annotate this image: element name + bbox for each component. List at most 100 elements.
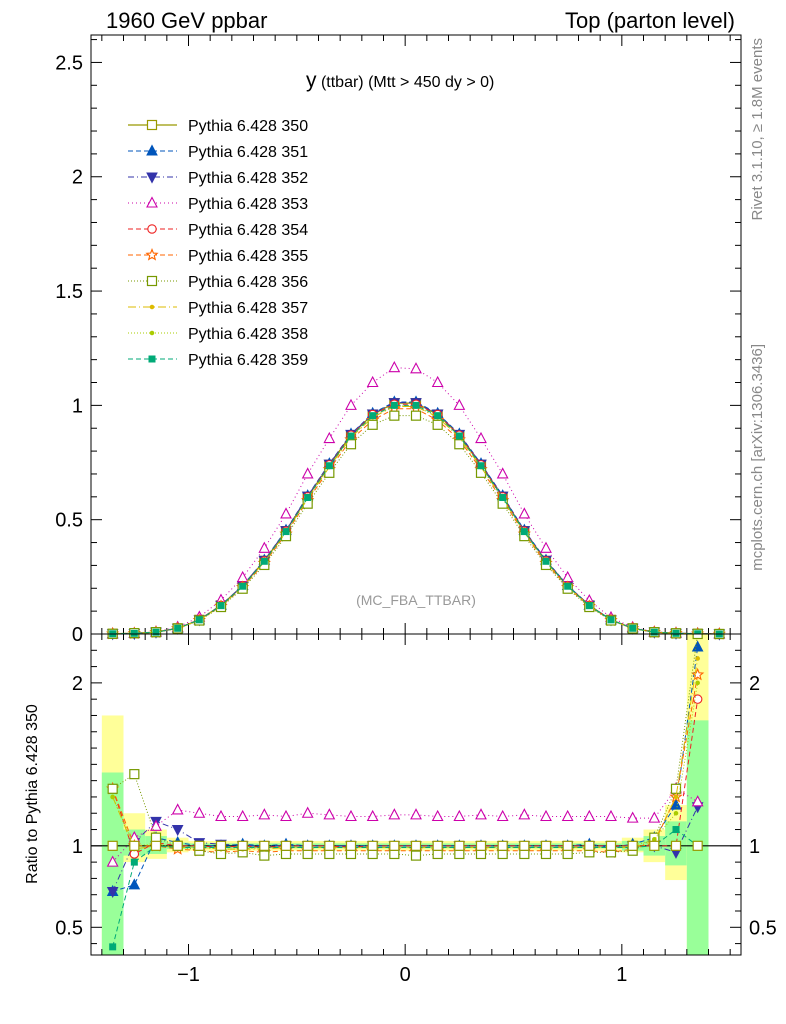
legend-label: Pythia 6.428 354	[188, 222, 308, 239]
ratio-point	[259, 850, 270, 861]
data-point	[542, 557, 550, 565]
ratio-point	[345, 840, 357, 851]
ratio-point	[215, 840, 227, 851]
data-point	[324, 467, 335, 478]
legend-item: Pythia 6.428 351	[128, 144, 308, 161]
data-point	[496, 467, 509, 479]
main-plot-panel: 0 0.5 1 1.5 2 2.5 y (ttbar) (Mtt > 450 dy > 0)…	[55, 34, 742, 646]
data-point	[540, 541, 552, 553]
ratio-point	[583, 809, 596, 822]
ratio-series-358	[110, 680, 700, 852]
ratio-line	[112, 674, 699, 853]
legend-marker	[145, 248, 159, 261]
ratio-point	[410, 840, 422, 851]
data-point	[389, 410, 400, 421]
ratio-y-tick-label: 0.5	[55, 917, 83, 939]
legend-marker	[146, 172, 158, 184]
legend-label: Pythia 6.428 356	[188, 274, 308, 291]
legend-item: Pythia 6.428 356	[128, 274, 308, 291]
y-tick-label: 2.5	[55, 52, 83, 74]
ratio-point	[106, 886, 119, 899]
ratio-line	[112, 788, 698, 863]
data-point	[412, 401, 420, 409]
ratio-plot-frame	[90, 633, 742, 956]
x-tick-label: −1	[177, 964, 200, 986]
ratio-point	[432, 840, 443, 851]
data-point	[369, 412, 377, 420]
ratio-point	[171, 825, 184, 837]
ratio-series-357	[110, 656, 700, 852]
legend-item: Pythia 6.428 357	[128, 300, 308, 317]
y-tick-label: 1.5	[55, 281, 83, 303]
ratio-point	[388, 808, 401, 820]
data-point	[453, 398, 466, 410]
data-point	[629, 624, 637, 632]
ratio-point	[627, 840, 638, 851]
data-point	[301, 467, 314, 479]
ratio-point	[129, 769, 140, 780]
ratio-point	[258, 808, 271, 820]
data-point	[650, 628, 658, 636]
ratio-point	[695, 656, 700, 661]
ratio-point	[540, 840, 552, 851]
y-tick-label: 2	[72, 167, 83, 189]
ratio-point	[194, 840, 205, 851]
legend-item: Pythia 6.428 352	[128, 170, 308, 187]
ratio-point	[652, 837, 657, 842]
legend-item: Pythia 6.428 353	[128, 196, 308, 213]
ratio-point	[109, 943, 117, 951]
data-point	[434, 412, 442, 420]
legend-label: Pythia 6.428 350	[188, 118, 308, 135]
y-tick-label: 1	[72, 395, 83, 417]
legend-label: Pythia 6.428 357	[188, 300, 308, 317]
ratio-point	[475, 808, 487, 820]
ratio-y-tick-label-right: 1	[749, 836, 760, 858]
ratio-line	[112, 699, 699, 855]
ratio-point	[280, 809, 292, 822]
ratio-line	[112, 634, 699, 857]
ratio-point	[692, 634, 703, 640]
data-point	[477, 462, 485, 470]
analysis-watermark: (MC_FBA_TTBAR)	[356, 592, 476, 608]
ratio-point	[672, 826, 680, 834]
ratio-point	[366, 809, 379, 822]
legend-item: Pythia 6.428 358	[128, 326, 308, 343]
legend-marker	[147, 224, 157, 234]
data-point	[152, 628, 160, 636]
data-point	[455, 432, 463, 440]
ratio-point	[150, 819, 162, 831]
legend-item: Pythia 6.428 350	[128, 118, 308, 135]
ratio-point	[106, 855, 119, 867]
ratio-point	[540, 809, 552, 822]
ratio-y-tick-label: 1	[72, 836, 83, 858]
legend-label: Pythia 6.428 358	[188, 326, 308, 343]
ratio-point	[691, 640, 704, 652]
ratio-point	[648, 811, 661, 823]
ratio-series-355	[106, 667, 705, 858]
rivet-version-label: Rivet 3.1.10, ≥ 1.8M events	[749, 38, 766, 221]
ratio-point	[128, 878, 141, 890]
ratio-point	[453, 809, 466, 822]
mcplots-reference-label: mcplots.cern.ch [arXiv:1306.3436]	[749, 344, 766, 571]
ratio-point	[237, 840, 248, 851]
series-line	[112, 415, 720, 635]
ratio-point	[129, 840, 140, 851]
ratio-point	[518, 808, 531, 820]
data-point	[345, 398, 357, 410]
data-point	[388, 360, 401, 373]
ratio-point	[107, 840, 118, 851]
data-point	[282, 528, 290, 536]
x-tick-label: 1	[616, 964, 627, 986]
ratio-point	[302, 840, 313, 851]
legend-label: Pythia 6.428 359	[188, 352, 308, 369]
ratio-y-tick-label: 2	[72, 673, 83, 695]
data-point	[367, 419, 378, 430]
data-point	[432, 419, 443, 430]
ratio-point	[259, 840, 270, 851]
data-point	[520, 528, 528, 536]
data-point	[390, 401, 398, 409]
data-point	[323, 431, 336, 444]
ratio-content	[91, 634, 741, 955]
data-point	[260, 557, 268, 565]
data-point	[195, 616, 203, 624]
